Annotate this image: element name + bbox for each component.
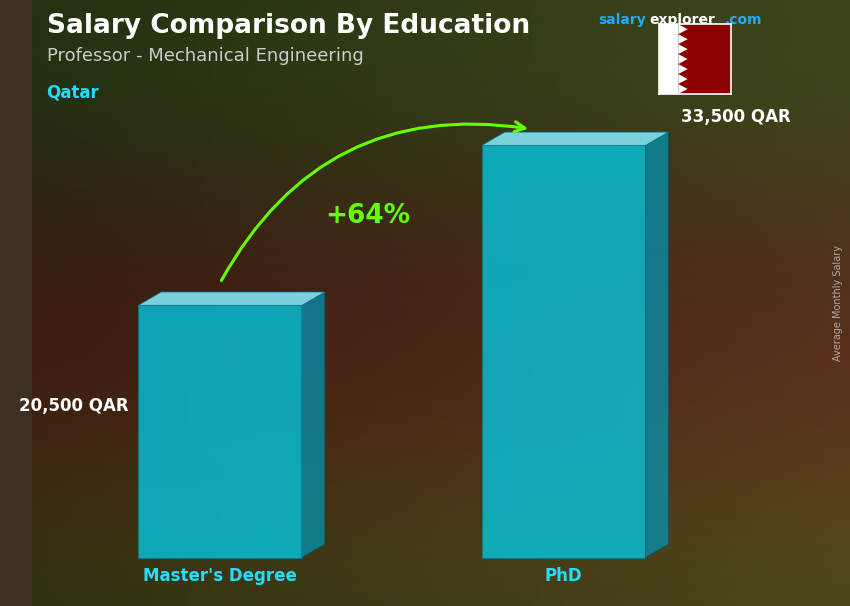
Polygon shape — [678, 34, 688, 44]
Polygon shape — [302, 292, 325, 558]
Text: Qatar: Qatar — [47, 84, 99, 102]
FancyArrowPatch shape — [221, 122, 524, 281]
Text: .com: .com — [725, 13, 762, 27]
Polygon shape — [678, 74, 688, 84]
Polygon shape — [678, 84, 688, 94]
Text: PhD: PhD — [545, 567, 582, 585]
Text: Master's Degree: Master's Degree — [143, 567, 297, 585]
Text: +64%: +64% — [325, 203, 410, 229]
Polygon shape — [678, 54, 688, 64]
Text: 20,500 QAR: 20,500 QAR — [19, 397, 128, 415]
Text: Salary Comparison By Education: Salary Comparison By Education — [47, 13, 530, 39]
Polygon shape — [482, 132, 668, 145]
Polygon shape — [678, 24, 688, 34]
Text: salary: salary — [598, 13, 646, 27]
Text: explorer: explorer — [649, 13, 716, 27]
Bar — [659, 24, 678, 94]
Polygon shape — [678, 64, 688, 74]
Text: Professor - Mechanical Engineering: Professor - Mechanical Engineering — [47, 47, 363, 65]
Polygon shape — [678, 44, 688, 54]
Polygon shape — [139, 292, 325, 305]
Text: 33,500 QAR: 33,500 QAR — [681, 108, 790, 126]
Bar — [678, 24, 731, 94]
Text: Average Monthly Salary: Average Monthly Salary — [834, 245, 843, 361]
Polygon shape — [139, 305, 302, 558]
Polygon shape — [645, 132, 668, 558]
Polygon shape — [482, 145, 645, 558]
